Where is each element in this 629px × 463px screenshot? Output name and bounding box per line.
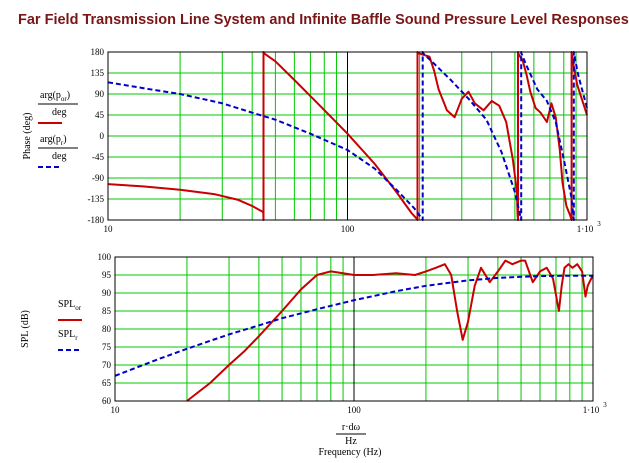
y-tick-label: 45 <box>95 110 105 120</box>
x-tick-label: 1·10 <box>583 405 600 415</box>
x-tick-label: 1·10 <box>577 224 594 234</box>
series-infinite-baffle <box>107 51 588 221</box>
frequency-axis-title: Frequency (Hz) <box>318 447 382 458</box>
y-tick-label: 80 <box>102 324 112 334</box>
legend-denominator: deg <box>52 151 66 162</box>
x-tick-exponent: 3 <box>603 401 607 409</box>
legend-phase: arg(por) deg arg(pr) deg <box>38 90 78 168</box>
legend-close: ) <box>67 90 70 101</box>
x-axis-fraction: r·dω Hz <box>336 422 366 447</box>
y-tick-label: 60 <box>102 396 112 406</box>
legend-subscript: or <box>61 95 68 103</box>
y-tick-label: -180 <box>88 215 105 225</box>
y-tick-label: 100 <box>98 252 112 262</box>
x-tick-label: 100 <box>341 224 355 234</box>
legend-label: SPLor <box>58 299 82 312</box>
series-infinite-baffle <box>114 274 593 377</box>
y-tick-label: 70 <box>102 360 112 370</box>
x-tick-label: 100 <box>347 405 361 415</box>
legend-subscript: r <box>75 334 78 342</box>
x-axis-fraction-numerator: r·dω <box>342 422 361 433</box>
x-tick-label: 10 <box>104 224 114 234</box>
page-title: Far Field Transmission Line System and I… <box>18 12 629 28</box>
legend-numerator: arg(por) <box>40 90 70 103</box>
legend-close: ) <box>63 134 66 145</box>
y-axis-title: SPL (dB) <box>20 310 31 348</box>
y-tick-label: 85 <box>102 306 112 316</box>
legend-numerator: arg(pr) <box>40 134 67 147</box>
legend-label: SPLr <box>58 329 78 342</box>
legend-subscript: or <box>75 304 82 312</box>
y-tick-label: 90 <box>102 288 112 298</box>
x-tick-exponent: 3 <box>597 220 601 228</box>
plot-frame <box>107 51 588 221</box>
y-tick-label: -45 <box>92 152 104 162</box>
y-tick-label: 180 <box>91 47 105 57</box>
legend-denominator: deg <box>52 107 66 118</box>
y-tick-label: 0 <box>100 131 105 141</box>
y-tick-label: 75 <box>102 342 112 352</box>
plot-frame <box>114 256 594 402</box>
y-tick-label: 90 <box>95 89 105 99</box>
x-tick-label: 10 <box>111 405 121 415</box>
legend-spl: SPLor SPLr <box>58 299 82 351</box>
series-transmission-line <box>186 259 594 402</box>
legend-subscript: r <box>61 139 64 147</box>
x-axis-fraction-denominator: Hz <box>345 436 357 447</box>
y-axis-title: Phase (deg) <box>22 113 33 160</box>
y-tick-label: 135 <box>91 68 105 78</box>
series-transmission-line <box>107 51 588 221</box>
y-tick-label: 95 <box>102 270 112 280</box>
y-tick-label: -90 <box>92 173 104 183</box>
y-tick-label: 65 <box>102 378 112 388</box>
y-tick-label: -135 <box>88 194 105 204</box>
